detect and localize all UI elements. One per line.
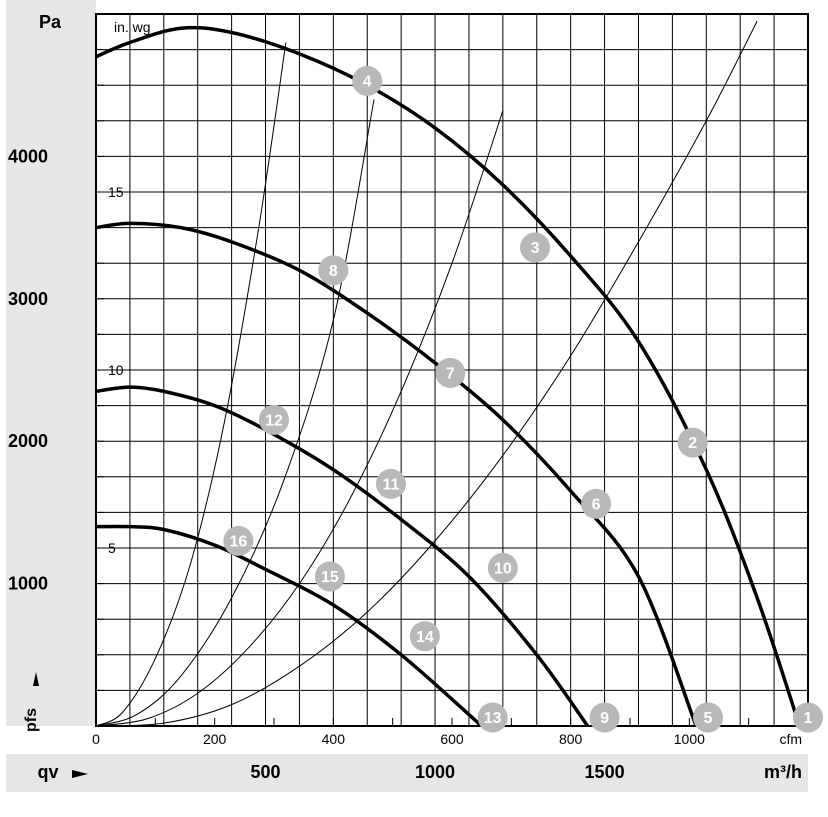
operating-point-label: 6 [592,496,601,513]
y2-tick-label: 5 [108,540,116,556]
x2-tick-label: 800 [559,731,583,747]
fan-curve [96,387,588,726]
x-tick-label: 1000 [415,762,455,782]
x2-tick-label: 0 [92,731,100,747]
operating-point-label: 15 [321,569,339,586]
x2-tick-label: 1000 [674,731,705,747]
y-tick-label: 4000 [8,146,48,166]
y-tick-label: 1000 [8,574,48,594]
y-tick-label: 3000 [8,289,48,309]
x-tick-label: 500 [251,762,281,782]
operating-point-label: 8 [329,263,338,280]
x-tick-label: 1500 [585,762,625,782]
x2-tick-label: 400 [322,731,346,747]
operating-point-label: 3 [531,240,540,257]
operating-point-label: 9 [600,710,609,727]
x-unit-secondary: cfm [779,731,802,747]
y2-tick-label: 15 [108,184,124,200]
x2-tick-label: 600 [440,731,464,747]
operating-point-label: 2 [688,435,697,452]
operating-point-label: 7 [446,365,455,382]
x-axis-symbol: qv [37,762,58,782]
operating-point-label: 4 [363,73,372,90]
operating-point-label: 13 [484,710,502,727]
y-unit-secondary: in. wg [114,19,151,35]
y-axis-symbol: pfs [23,708,40,732]
operating-point-label: 10 [494,560,512,577]
operating-point-label: 11 [383,476,400,493]
operating-point-label: 16 [230,533,248,550]
y-unit-primary: Pa [39,12,62,32]
x-unit-primary: m³/h [764,762,802,782]
x-axis-band [6,754,808,792]
y-axis-band [6,0,96,726]
y2-tick-label: 10 [108,362,124,378]
operating-point-label: 5 [704,710,713,727]
operating-point-label: 14 [416,629,434,646]
x2-tick-label: 200 [203,731,227,747]
fan-performance-chart: 1000200030004000500100015005101502004006… [0,0,828,817]
operating-point-label: 12 [265,412,283,429]
system-curve [96,42,286,726]
operating-point-label: 1 [804,710,813,727]
y-tick-label: 2000 [8,431,48,451]
